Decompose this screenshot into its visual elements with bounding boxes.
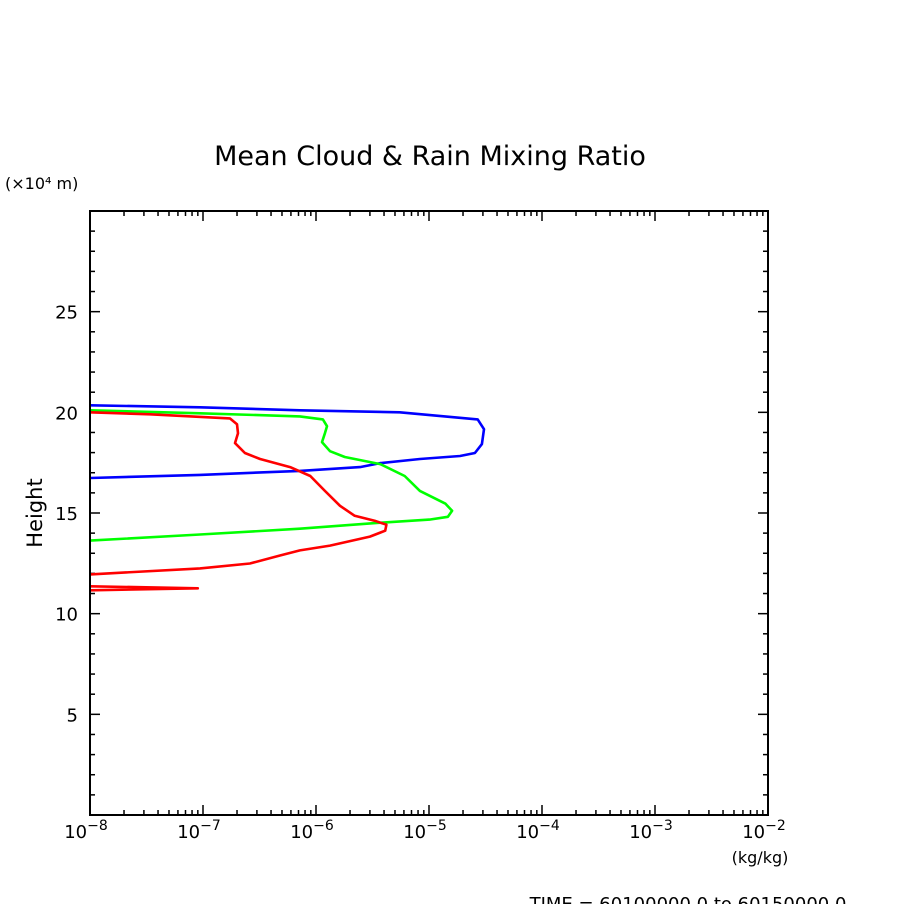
series-line <box>89 404 486 480</box>
x-tick-base: 10 <box>290 822 313 843</box>
chart-title: Mean Cloud & Rain Mixing Ratio <box>214 141 646 172</box>
x-tick-exponent: −6 <box>313 818 334 834</box>
y-tick-label: 15 <box>55 504 78 525</box>
series-line <box>89 409 454 542</box>
x-tick-label: 10−5 <box>403 818 447 843</box>
y-tick-label: 25 <box>55 303 78 324</box>
x-tick-label: 10−8 <box>64 818 108 843</box>
x-tick-exponent: −7 <box>200 818 221 834</box>
x-tick-exponent: −4 <box>539 818 560 834</box>
x-tick-base: 10 <box>629 822 652 843</box>
series-line <box>89 585 200 592</box>
plot-frame <box>89 210 769 816</box>
x-tick-base: 10 <box>177 822 200 843</box>
x-tick-base: 10 <box>403 822 426 843</box>
x-tick-exponent: −3 <box>652 818 673 834</box>
footer-time: TIME = 60100000.0 to 60150000.0 <box>529 894 847 904</box>
x-tick-base: 10 <box>64 822 87 843</box>
x-tick-label: 10−7 <box>177 818 221 843</box>
y-tick-label: 20 <box>55 403 78 424</box>
y-unit-label: (×10⁴ m) <box>5 174 78 193</box>
x-tick-label: 10−4 <box>516 818 560 843</box>
x-axis-label: (kg/kg) <box>732 848 789 867</box>
x-tick-base: 10 <box>742 822 765 843</box>
y-axis-label: Height <box>23 478 47 547</box>
x-tick-exponent: −2 <box>765 818 786 834</box>
x-tick-label: 10−3 <box>629 818 673 843</box>
x-tick-base: 10 <box>516 822 539 843</box>
y-tick-label: 10 <box>55 605 78 626</box>
x-tick-label: 10−6 <box>290 818 334 843</box>
x-tick-label: 10−2 <box>742 818 786 843</box>
y-tick-label: 5 <box>67 705 78 726</box>
x-tick-exponent: −5 <box>426 818 447 834</box>
series-group <box>89 404 486 592</box>
series-line <box>89 411 388 576</box>
x-tick-exponent: −8 <box>87 818 108 834</box>
